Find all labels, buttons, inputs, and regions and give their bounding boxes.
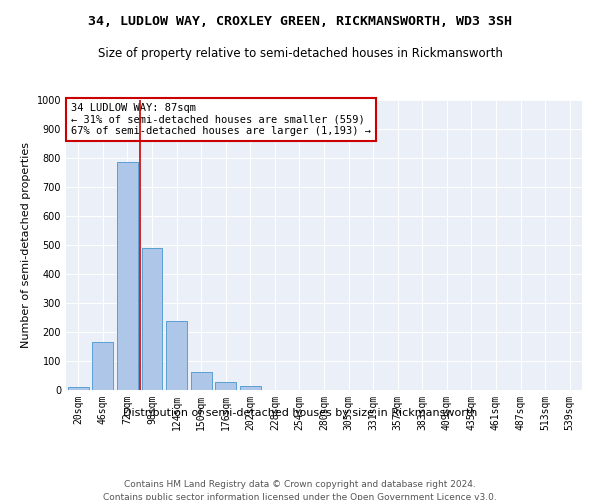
Text: 34, LUDLOW WAY, CROXLEY GREEN, RICKMANSWORTH, WD3 3SH: 34, LUDLOW WAY, CROXLEY GREEN, RICKMANSW… (88, 15, 512, 28)
Text: Contains HM Land Registry data © Crown copyright and database right 2024.
Contai: Contains HM Land Registry data © Crown c… (103, 480, 497, 500)
Bar (191, 372, 212, 390)
Text: Distribution of semi-detached houses by size in Rickmansworth: Distribution of semi-detached houses by … (123, 408, 477, 418)
Y-axis label: Number of semi-detached properties: Number of semi-detached properties (21, 142, 31, 348)
Bar (166, 322, 187, 390)
Bar (92, 342, 113, 390)
Bar (240, 386, 261, 390)
Text: 34 LUDLOW WAY: 87sqm
← 31% of semi-detached houses are smaller (559)
67% of semi: 34 LUDLOW WAY: 87sqm ← 31% of semi-detac… (71, 103, 371, 136)
Bar (68, 387, 89, 390)
Bar (142, 248, 163, 390)
Bar (117, 162, 138, 390)
Text: Size of property relative to semi-detached houses in Rickmansworth: Size of property relative to semi-detach… (98, 48, 502, 60)
Bar (215, 382, 236, 390)
